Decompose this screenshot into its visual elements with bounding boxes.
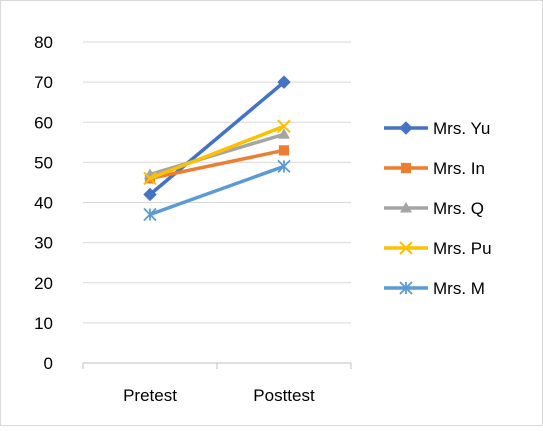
x-tick-label: Posttest	[253, 386, 315, 405]
series-mrs-m	[143, 159, 291, 222]
series-line-mrs-m	[149, 164, 285, 217]
series-line-mrs-pu	[149, 124, 285, 181]
y-tick-label: 50	[34, 153, 53, 172]
axes: 0 10 20 30 40 50 60 70 80 Pretest Posttest	[34, 33, 352, 405]
data-point-mrs-m	[143, 207, 157, 222]
legend-label: Mrs. M	[433, 279, 485, 298]
data-point-mrs-m	[277, 159, 291, 174]
y-tick-label: 0	[44, 354, 53, 373]
series-line-mrs-q	[149, 132, 285, 177]
series-mrs-pu	[143, 119, 291, 186]
legend-item-mrs-yu: Mrs. Yu	[384, 119, 490, 138]
legend-marker	[400, 162, 412, 174]
legend-item-mrs-in: Mrs. In	[384, 159, 485, 178]
gridlines	[83, 41, 351, 324]
legend-label: Mrs. Q	[433, 199, 484, 218]
legend-label: Mrs. Yu	[433, 119, 490, 138]
y-tick-label: 40	[34, 194, 53, 213]
series-mrs-yu	[143, 75, 291, 202]
legend-marker	[399, 121, 413, 135]
series-line-mrs-in	[149, 148, 285, 181]
legend-label: Mrs. In	[433, 159, 485, 178]
series-lines	[143, 75, 291, 222]
legend-marker	[399, 241, 413, 255]
legend-item-mrs-q: Mrs. Q	[384, 199, 484, 218]
data-point-mrs-pu	[277, 119, 291, 133]
legend-item-mrs-pu: Mrs. Pu	[384, 239, 492, 258]
data-point-mrs-pu-stroke-b	[143, 171, 157, 186]
x-tick-label: Pretest	[123, 386, 177, 405]
y-tick-label: 80	[34, 33, 53, 52]
series-line-mrs-yu	[148, 80, 286, 196]
legend-marker	[399, 281, 413, 295]
data-point-mrs-pu	[143, 171, 157, 186]
y-tick-label: 30	[34, 234, 53, 253]
data-point-mrs-in	[278, 145, 290, 156]
data-point-mrs-yu	[143, 187, 157, 202]
data-point-mrs-yu	[277, 75, 291, 89]
y-tick-label: 60	[34, 113, 53, 132]
data-point-mrs-q	[278, 128, 290, 139]
data-point-mrs-pu-stroke-b	[277, 119, 291, 133]
legend-label: Mrs. Pu	[433, 239, 492, 258]
y-tick-label: 70	[34, 73, 53, 92]
legend-item-mrs-m: Mrs. M	[384, 279, 485, 298]
legend: Mrs. Yu Mrs. In Mrs. Q Mrs. Pu Mrs. M	[384, 119, 492, 298]
legend-marker-stroke-b	[399, 241, 413, 255]
legend-marker	[400, 202, 412, 213]
y-tick-label: 10	[34, 314, 53, 333]
y-tick-label: 20	[34, 274, 53, 293]
